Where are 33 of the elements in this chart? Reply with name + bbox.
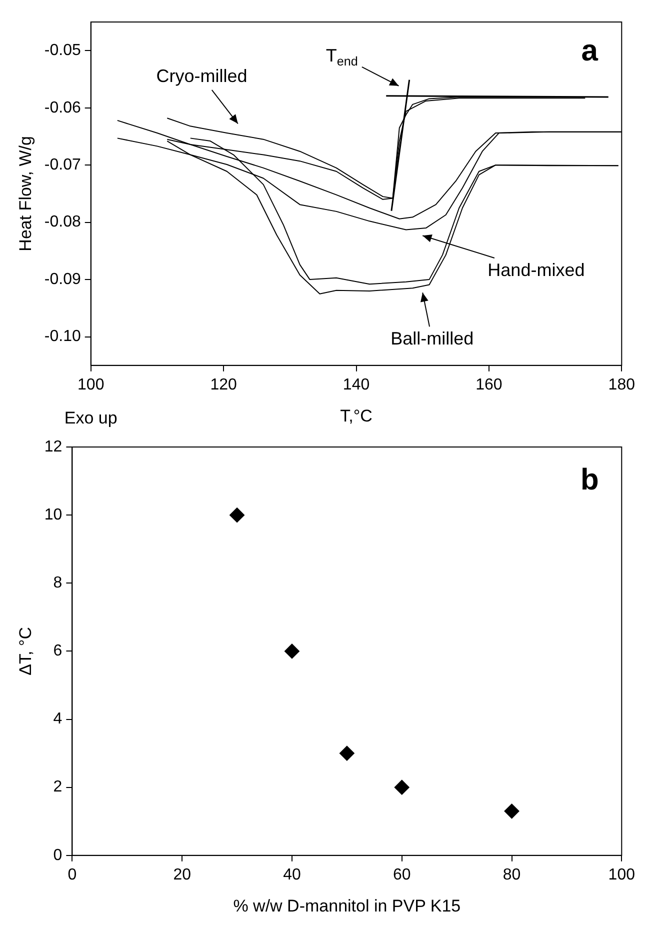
- annotation: Ball-milled: [390, 328, 474, 349]
- y-tick-label: -0.09: [44, 270, 81, 288]
- x-axis-title: % w/w D-mannitol in PVP K15: [233, 896, 461, 916]
- annotation: a: [581, 34, 598, 68]
- x-tick-label: 100: [78, 376, 104, 394]
- y-tick-label: 8: [53, 574, 62, 592]
- x-tick-label: 120: [210, 376, 238, 394]
- text: Exo up: [64, 408, 118, 428]
- y-tick-label: -0.08: [44, 214, 81, 231]
- x-tick-label: 160: [476, 376, 502, 394]
- y-tick-label: 4: [53, 710, 62, 728]
- annotation: Cryo-milled: [156, 66, 248, 86]
- x-tick-label: 180: [608, 376, 636, 394]
- x-axis-title: T,°C: [340, 406, 372, 426]
- y-tick-label: 6: [53, 642, 62, 660]
- y-tick-label: 10: [44, 506, 62, 524]
- y-axis-title: Heat Flow, W/g: [16, 136, 35, 252]
- x-tick-label: 80: [502, 866, 521, 884]
- x-tick-label: 40: [283, 866, 301, 884]
- x-tick-label: 140: [342, 376, 370, 394]
- y-tick-label: -0.10: [44, 328, 81, 346]
- y-axis-title: ΔT, °C: [16, 627, 35, 676]
- x-tick-label: 20: [173, 866, 192, 884]
- annotation: Hand-mixed: [488, 260, 585, 280]
- x-tick-label: 100: [608, 866, 636, 884]
- x-tick-label: 60: [392, 866, 411, 884]
- y-tick-label: 2: [53, 778, 62, 796]
- y-tick-label: -0.06: [44, 99, 81, 116]
- y-tick-label: -0.07: [44, 156, 81, 174]
- y-tick-label: 12: [44, 438, 62, 456]
- annotation: b: [580, 463, 599, 496]
- y-tick-label: 0: [53, 846, 62, 864]
- y-tick-label: -0.05: [44, 42, 81, 60]
